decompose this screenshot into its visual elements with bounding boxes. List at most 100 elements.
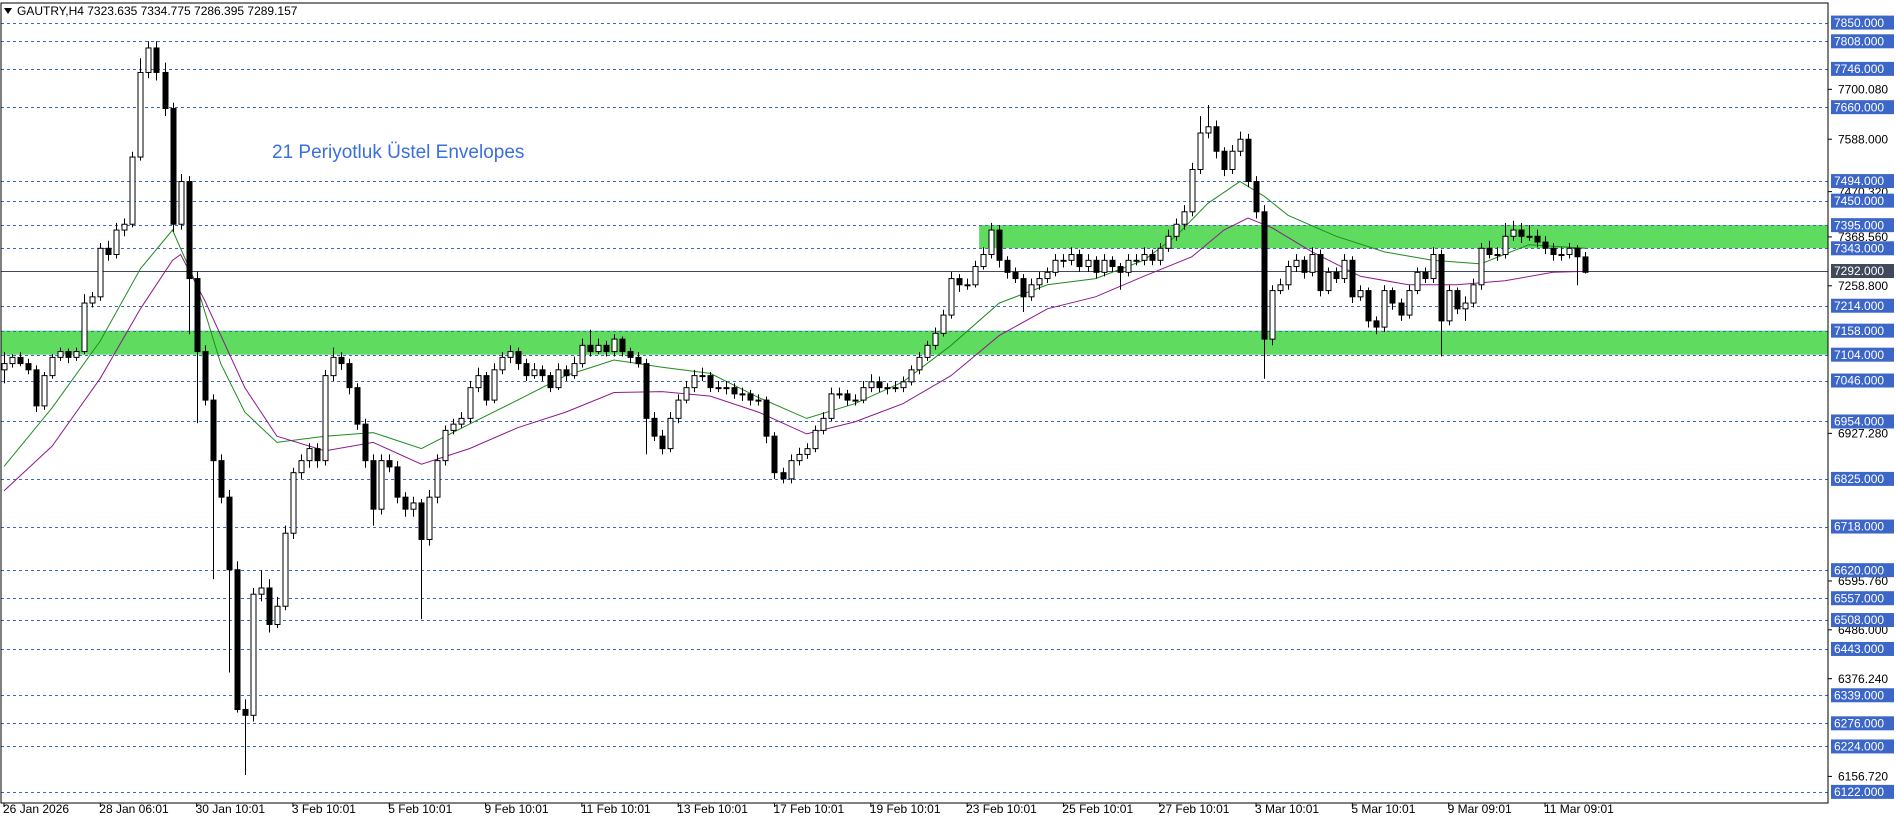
candle-body — [1109, 259, 1116, 268]
candle-body — [755, 399, 762, 402]
candle-body — [707, 375, 714, 389]
candle-body — [747, 393, 754, 401]
candle-body — [539, 369, 546, 377]
candle-body — [563, 369, 570, 377]
price-axis: 7700.0807588.0007470.3207368.5607258.800… — [1828, 15, 1894, 799]
level-label-box — [1831, 739, 1894, 754]
candle-body — [1020, 278, 1027, 298]
candle-body — [1454, 290, 1461, 310]
x-tick-label: 17 Feb 10:01 — [773, 802, 844, 816]
candle-body — [458, 417, 465, 425]
candle-body — [129, 156, 136, 225]
symbol-menu-icon[interactable] — [4, 8, 12, 14]
candle-body — [1028, 284, 1035, 298]
level-label: 7214.000 — [1834, 299, 1884, 313]
candle-body — [964, 284, 971, 287]
candle-body — [65, 351, 72, 358]
level-label-box — [1831, 688, 1894, 703]
candle-body — [555, 369, 562, 389]
candle-body — [210, 399, 217, 462]
chart-title: GAUTRY,H4 7323.635 7334.775 7286.395 728… — [17, 4, 298, 18]
candle-body — [828, 393, 835, 419]
candle-body — [1068, 254, 1075, 261]
envelopes — [3, 180, 1586, 492]
candle-body — [467, 387, 474, 419]
candle-body — [1076, 254, 1083, 268]
candle-body — [627, 351, 634, 358]
level-label-box — [1831, 641, 1894, 656]
x-tick-label: 28 Jan 06:01 — [99, 802, 169, 816]
candle-body — [1301, 259, 1308, 273]
candle-body — [218, 460, 225, 498]
y-tick-label: 6376.240 — [1838, 672, 1888, 686]
candle-body — [1213, 126, 1220, 152]
level-label-box — [1831, 193, 1894, 208]
candle-body — [1285, 266, 1292, 286]
candle-body — [306, 448, 313, 462]
candle-body — [1566, 247, 1573, 256]
candle-body — [675, 399, 682, 419]
candle-body — [499, 356, 506, 371]
x-tick-label: 3 Mar 10:01 — [1255, 802, 1319, 816]
candle-body — [105, 247, 112, 256]
time-axis: 26 Jan 2026 28 Jan 06:01 30 Jan 10:01 3 Feb… — [3, 802, 1614, 816]
candle-body — [571, 363, 578, 377]
candle-body — [1518, 229, 1525, 237]
candle-body — [298, 460, 305, 474]
candle-body — [1157, 247, 1164, 261]
candle-body — [1325, 271, 1332, 292]
candle-body — [89, 296, 96, 304]
level-label-box — [1831, 373, 1894, 388]
level-label: 7808.000 — [1834, 34, 1884, 48]
candle-body — [1526, 235, 1533, 238]
level-label: 6276.000 — [1834, 716, 1884, 730]
candle-body — [940, 314, 947, 334]
candle-body — [988, 229, 995, 256]
candle-body — [145, 47, 152, 73]
candle-body — [121, 223, 128, 231]
candle-body — [1389, 290, 1396, 304]
candles — [1, 41, 1589, 775]
level-label: 7046.000 — [1834, 374, 1884, 388]
candle-body — [153, 47, 160, 73]
x-tick-label: 9 Mar 09:01 — [1448, 802, 1512, 816]
annotation: 21 Periyotluk Üstel Envelopes — [272, 142, 524, 163]
candle-body — [1125, 259, 1132, 273]
candle-body — [1486, 247, 1493, 256]
candle-body — [932, 332, 939, 346]
candle-body — [1422, 271, 1429, 280]
level-label: 6122.000 — [1834, 785, 1884, 799]
candle-body — [1, 363, 8, 371]
candle-body — [282, 532, 289, 607]
candle-body — [242, 709, 249, 716]
candle-body — [1085, 259, 1092, 268]
level-label: 6620.000 — [1834, 563, 1884, 577]
x-tick-label: 25 Feb 10:01 — [1062, 802, 1133, 816]
candle-body — [370, 460, 377, 510]
candle-body — [338, 356, 345, 365]
level-label: 7104.000 — [1834, 348, 1884, 362]
candle-body — [1181, 211, 1188, 225]
candle-body — [250, 593, 257, 716]
candle-body — [1189, 168, 1196, 213]
candle-body — [1510, 229, 1517, 237]
candle-body — [812, 429, 819, 450]
level-label-box — [1831, 563, 1894, 578]
candle-body — [852, 399, 859, 402]
candle-body — [33, 369, 40, 407]
candle-body — [9, 356, 16, 365]
x-tick-label: 5 Feb 10:01 — [388, 802, 452, 816]
candle-body — [194, 278, 201, 353]
candle-body — [1205, 126, 1212, 134]
candle-body — [178, 181, 185, 225]
candle-body — [1165, 235, 1172, 249]
candle-body — [900, 381, 907, 389]
candle-body — [587, 344, 594, 353]
candle-body — [1245, 138, 1252, 183]
candle-body — [234, 569, 241, 711]
candle-body — [1093, 259, 1100, 273]
candle-body — [41, 375, 48, 407]
level-label: 7850.000 — [1834, 16, 1884, 30]
candle-body — [908, 369, 915, 383]
